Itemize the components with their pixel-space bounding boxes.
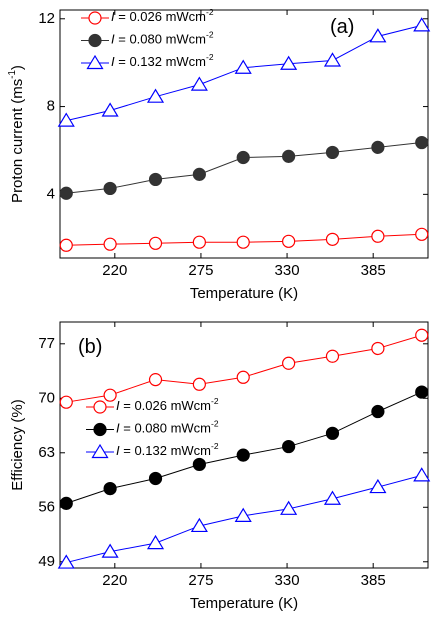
marker xyxy=(415,328,429,342)
legend-label: I = 0.080 mWcm-2 xyxy=(116,419,219,436)
marker xyxy=(369,28,387,43)
y-axis-title: Proton current (ms-1) xyxy=(7,65,26,203)
marker xyxy=(282,149,296,163)
marker xyxy=(192,235,206,249)
marker xyxy=(282,439,296,454)
legend-label: I = 0.132 mWcm-2 xyxy=(116,441,219,458)
series-line xyxy=(66,142,422,194)
marker xyxy=(146,88,165,103)
panel-label: (b) xyxy=(78,336,102,358)
y-tick-label: 12 xyxy=(38,10,55,27)
marker xyxy=(325,426,340,440)
marker xyxy=(59,186,73,200)
marker xyxy=(236,150,250,165)
marker xyxy=(148,236,163,250)
legend-marker xyxy=(93,422,107,437)
legend-label: I = 0.080 mWcm-2 xyxy=(111,30,214,47)
y-tick-label: 49 xyxy=(38,553,55,570)
marker xyxy=(282,234,296,248)
marker xyxy=(103,237,117,251)
marker xyxy=(282,356,296,370)
legend-marker xyxy=(86,54,104,70)
marker xyxy=(148,373,163,387)
legend-label: I = 0.132 mWcm-2 xyxy=(111,52,214,69)
marker xyxy=(103,388,117,402)
marker xyxy=(325,349,340,363)
marker xyxy=(371,229,385,243)
marker xyxy=(148,172,163,187)
x-axis-title: Temperature (K) xyxy=(190,285,298,302)
y-tick-label: 56 xyxy=(38,498,55,515)
marker xyxy=(59,238,73,252)
marker xyxy=(146,534,165,550)
x-axis-title: Temperature (K) xyxy=(190,595,298,612)
marker xyxy=(234,507,252,522)
marker xyxy=(280,500,298,515)
y-tick-label: 70 xyxy=(38,389,55,406)
x-tick-label: 275 xyxy=(188,572,213,589)
marker xyxy=(103,481,117,496)
marker xyxy=(190,76,208,91)
marker xyxy=(59,496,73,510)
x-tick-label: 220 xyxy=(102,572,127,589)
marker xyxy=(57,112,75,127)
y-tick-label: 4 xyxy=(47,185,55,202)
x-tick-label: 275 xyxy=(188,262,213,279)
y-tick-label: 77 xyxy=(38,335,55,352)
marker xyxy=(369,478,387,494)
series-line xyxy=(66,334,422,403)
legend-marker xyxy=(93,400,107,414)
marker xyxy=(236,235,250,249)
marker xyxy=(323,52,342,67)
marker xyxy=(325,145,340,160)
marker xyxy=(190,517,208,533)
marker xyxy=(371,140,385,154)
x-tick-label: 220 xyxy=(102,262,127,279)
x-tick-label: 330 xyxy=(275,572,300,589)
marker xyxy=(148,471,163,486)
marker xyxy=(101,102,119,117)
marker xyxy=(325,232,340,246)
x-tick-label: 330 xyxy=(275,262,300,279)
marker xyxy=(57,554,75,569)
y-tick-label: 63 xyxy=(38,444,55,461)
legend-marker xyxy=(88,33,102,48)
legend-label: I = 0.026 mWcm-2 xyxy=(116,396,219,413)
marker xyxy=(236,448,250,462)
marker xyxy=(413,467,431,482)
legend-marker xyxy=(91,443,109,459)
legend-label: I = 0.026 mWcm-2 xyxy=(111,7,214,24)
marker xyxy=(280,55,298,70)
marker xyxy=(415,227,429,241)
marker xyxy=(234,59,252,74)
x-tick-label: 385 xyxy=(361,572,386,589)
marker xyxy=(103,181,117,196)
marker xyxy=(415,135,429,150)
y-axis-title: Efficiency (%) xyxy=(9,399,26,490)
marker xyxy=(192,167,206,181)
marker xyxy=(413,17,431,32)
marker xyxy=(192,457,206,472)
marker xyxy=(192,377,206,391)
panel-label: (a) xyxy=(330,16,354,38)
x-tick-label: 385 xyxy=(361,262,386,279)
legend-marker xyxy=(88,11,102,25)
y-tick-label: 8 xyxy=(47,98,55,115)
plot-frame xyxy=(59,9,429,259)
marker xyxy=(59,395,73,409)
marker xyxy=(371,404,385,419)
marker xyxy=(101,543,119,558)
marker xyxy=(236,370,250,384)
plot-frame xyxy=(59,321,429,569)
marker xyxy=(323,490,342,505)
marker xyxy=(371,341,385,356)
marker xyxy=(415,385,429,399)
